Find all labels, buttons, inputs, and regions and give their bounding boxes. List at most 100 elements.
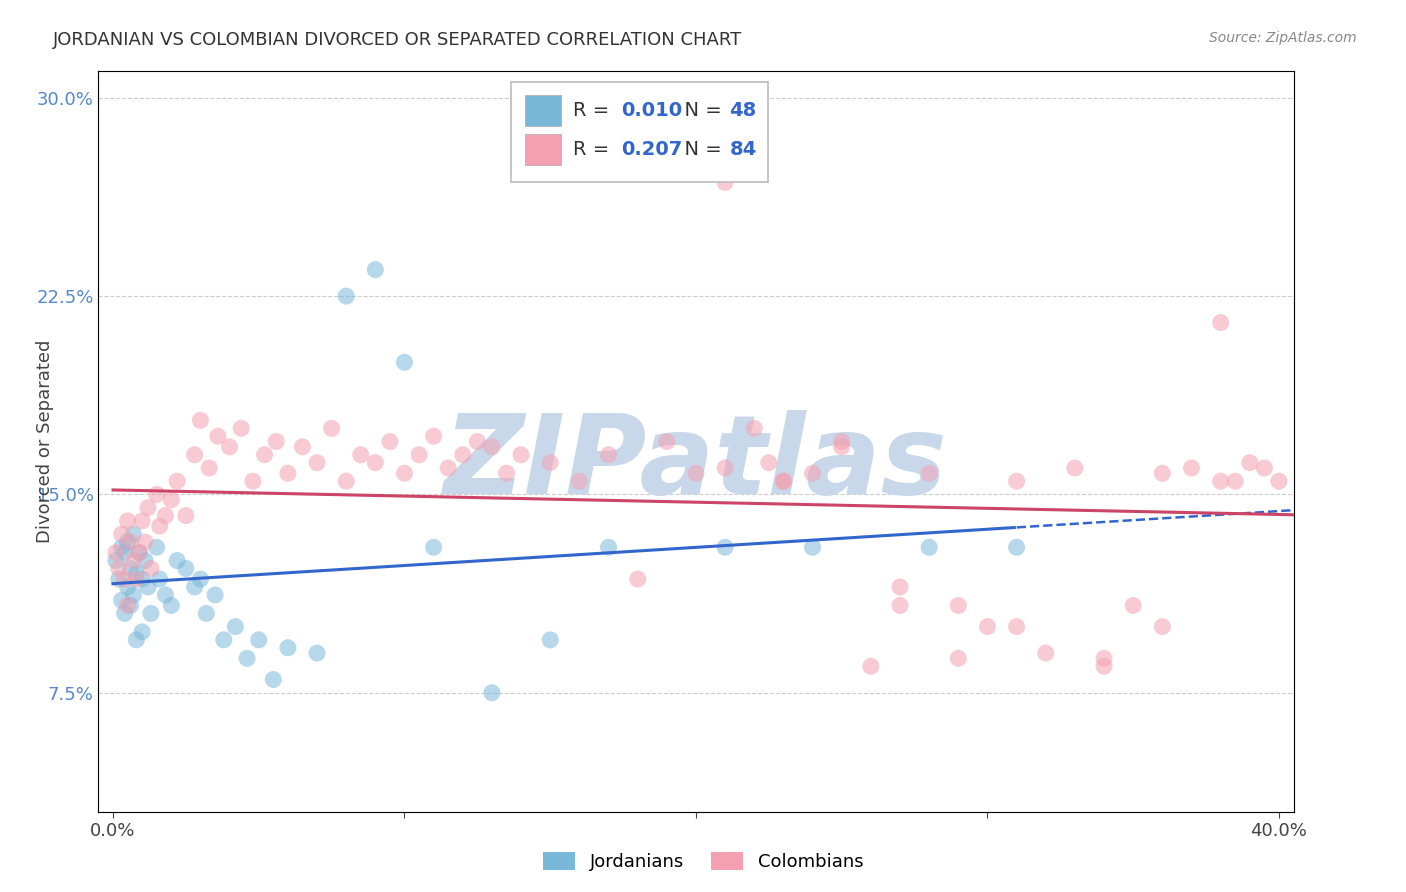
- Point: [242, 474, 264, 488]
- Text: R =: R =: [572, 101, 616, 120]
- Point: [207, 429, 229, 443]
- Point: [131, 572, 153, 586]
- Point: [1239, 456, 1261, 470]
- FancyBboxPatch shape: [524, 134, 561, 165]
- Text: 48: 48: [730, 101, 756, 120]
- Point: [831, 434, 853, 449]
- Point: [160, 492, 183, 507]
- Point: [160, 599, 183, 613]
- Point: [408, 448, 430, 462]
- Point: [122, 553, 145, 567]
- Point: [198, 461, 221, 475]
- Point: [1122, 599, 1144, 613]
- Point: [212, 632, 235, 647]
- Point: [166, 474, 188, 488]
- Point: [451, 448, 474, 462]
- Point: [104, 546, 127, 560]
- Point: [111, 541, 134, 555]
- Point: [145, 487, 167, 501]
- Text: Divorced or Separated: Divorced or Separated: [35, 340, 53, 543]
- Point: [305, 646, 328, 660]
- Point: [422, 429, 444, 443]
- Text: N =: N =: [672, 101, 728, 120]
- Point: [364, 456, 387, 470]
- Point: [481, 440, 503, 454]
- Point: [655, 434, 678, 449]
- Point: [136, 580, 159, 594]
- Point: [108, 561, 131, 575]
- Point: [364, 262, 387, 277]
- Point: [495, 467, 517, 481]
- Point: [538, 456, 561, 470]
- Point: [122, 527, 145, 541]
- Point: [174, 508, 197, 523]
- Point: [224, 619, 246, 633]
- Point: [166, 553, 188, 567]
- Point: [155, 508, 177, 523]
- Point: [120, 599, 142, 613]
- Point: [1064, 461, 1087, 475]
- Point: [125, 566, 148, 581]
- Point: [145, 541, 167, 555]
- Point: [1225, 474, 1247, 488]
- Point: [772, 474, 794, 488]
- Point: [714, 541, 737, 555]
- Text: 0.010: 0.010: [620, 101, 682, 120]
- Point: [1035, 646, 1057, 660]
- Point: [236, 651, 259, 665]
- Point: [1180, 461, 1202, 475]
- Point: [918, 541, 941, 555]
- Point: [350, 448, 373, 462]
- Point: [149, 519, 172, 533]
- FancyBboxPatch shape: [510, 82, 768, 183]
- Text: Source: ZipAtlas.com: Source: ZipAtlas.com: [1209, 31, 1357, 45]
- Point: [114, 572, 136, 586]
- Point: [1253, 461, 1275, 475]
- Point: [195, 607, 218, 621]
- Point: [218, 440, 240, 454]
- Point: [125, 572, 148, 586]
- Point: [685, 467, 707, 481]
- Point: [481, 686, 503, 700]
- Point: [264, 434, 287, 449]
- Point: [128, 546, 150, 560]
- Point: [190, 572, 212, 586]
- Point: [131, 514, 153, 528]
- Text: 0.207: 0.207: [620, 139, 682, 159]
- Point: [128, 546, 150, 560]
- Point: [758, 456, 780, 470]
- Point: [117, 535, 139, 549]
- Point: [125, 632, 148, 647]
- Point: [139, 607, 162, 621]
- Point: [889, 580, 911, 594]
- Point: [305, 456, 328, 470]
- Point: [155, 588, 177, 602]
- Point: [772, 474, 794, 488]
- Point: [1092, 659, 1115, 673]
- Point: [120, 561, 142, 575]
- FancyBboxPatch shape: [524, 95, 561, 126]
- Point: [918, 467, 941, 481]
- Point: [742, 421, 765, 435]
- Point: [134, 535, 156, 549]
- Point: [183, 580, 205, 594]
- Point: [568, 474, 591, 488]
- Point: [1152, 619, 1174, 633]
- Point: [538, 632, 561, 647]
- Point: [190, 413, 212, 427]
- Point: [120, 535, 142, 549]
- Point: [394, 355, 416, 369]
- Point: [801, 541, 824, 555]
- Point: [183, 448, 205, 462]
- Point: [598, 448, 620, 462]
- Point: [335, 289, 357, 303]
- Point: [510, 448, 533, 462]
- Point: [394, 467, 416, 481]
- Point: [467, 434, 489, 449]
- Point: [1268, 474, 1291, 488]
- Point: [111, 527, 134, 541]
- Text: ZIPatlas: ZIPatlas: [444, 410, 948, 517]
- Point: [1005, 541, 1028, 555]
- Text: JORDANIAN VS COLOMBIAN DIVORCED OR SEPARATED CORRELATION CHART: JORDANIAN VS COLOMBIAN DIVORCED OR SEPAR…: [53, 31, 742, 49]
- Point: [1209, 474, 1232, 488]
